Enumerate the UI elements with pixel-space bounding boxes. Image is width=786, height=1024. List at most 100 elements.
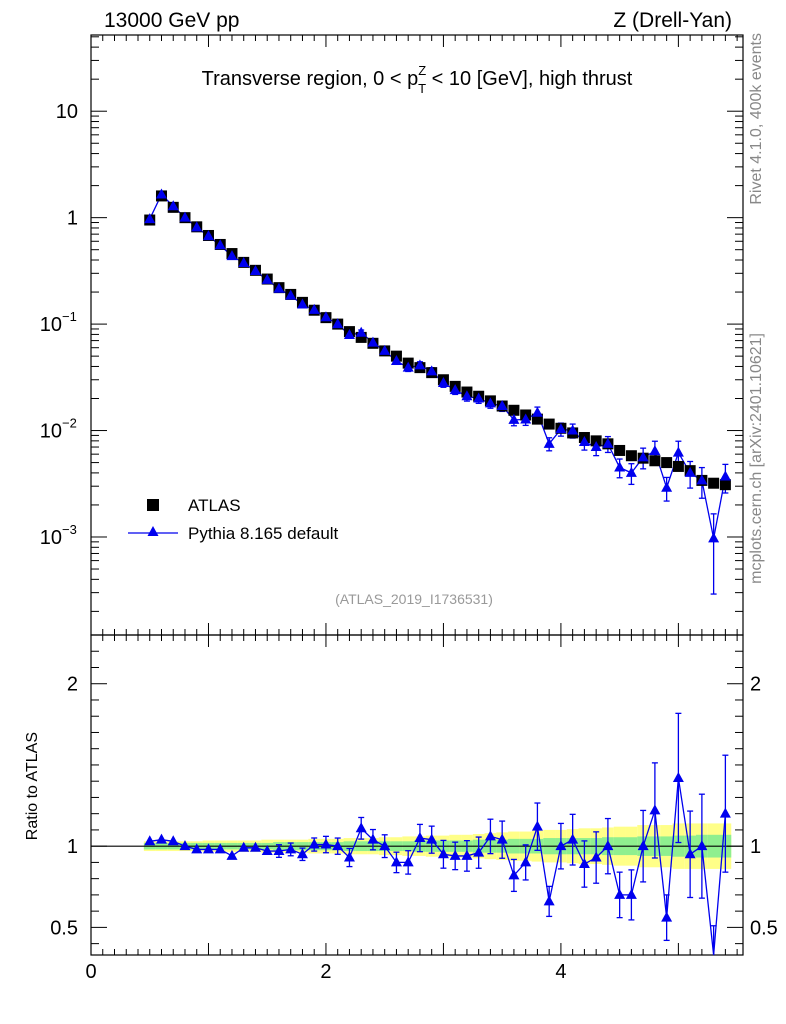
atlas-point: [531, 413, 543, 425]
atlas-point: [672, 460, 684, 472]
pythia-point: [696, 474, 708, 485]
ratio-point: [672, 771, 684, 782]
ratio-point: [238, 841, 250, 852]
pythia-point: [343, 328, 355, 339]
legend-marker-atlas: [147, 499, 159, 511]
ratio-point: [202, 843, 214, 854]
ratio-point: [308, 838, 320, 849]
atlas-point: [508, 404, 520, 416]
legend-label-pythia: Pythia 8.165 default: [188, 524, 339, 543]
pythia-point: [320, 311, 332, 322]
ratio-y-tick-label: 0.5: [50, 917, 78, 939]
legend-label-atlas: ATLAS: [188, 496, 241, 515]
ratio-point: [543, 895, 555, 906]
pythia-point: [708, 532, 720, 543]
pythia-point: [144, 213, 156, 224]
ratio-y-tick-label-right: 1: [750, 836, 761, 858]
pythia-line: [149, 193, 727, 539]
x-tick-label: 4: [555, 961, 566, 983]
pythia-point: [555, 423, 567, 434]
ratio-point: [167, 835, 179, 846]
ratio-point: [426, 833, 438, 844]
ratio-point: [684, 848, 696, 859]
pythia-point: [684, 466, 696, 477]
atlas-point: [355, 331, 367, 343]
source-label: mcplots.cern.ch [arXiv:2401.10621]: [748, 333, 765, 584]
ratio-point: [296, 848, 308, 859]
pythia-point: [296, 298, 308, 309]
pythia-point: [449, 384, 461, 395]
ratio-y-tick-label: 1: [67, 836, 78, 858]
y-tick-label: 10: [40, 421, 62, 443]
ratio-panel-marks: [144, 712, 731, 956]
atlas-point: [543, 418, 555, 430]
ratio-point: [320, 838, 332, 849]
pythia-point: [508, 413, 520, 424]
atlas-point: [614, 444, 626, 456]
ratio-point: [355, 822, 367, 833]
pythia-point: [602, 437, 614, 448]
pythia-point: [661, 481, 673, 492]
y-tick-label: 10: [56, 101, 78, 123]
pythia-point: [202, 230, 214, 241]
main-panel-marks: [144, 188, 731, 595]
atlas-point: [708, 477, 720, 489]
ratio-point: [696, 840, 708, 851]
ratio-point: [367, 833, 379, 844]
pythia-point: [531, 406, 543, 417]
y-tick-label: 1: [67, 208, 78, 230]
pythia-point: [672, 446, 684, 457]
pythia-point: [543, 437, 555, 448]
title-sub: T: [418, 81, 426, 96]
atlas-point: [590, 435, 602, 447]
y-tick-label-exponent: −3: [62, 522, 77, 537]
x-tick-label: 2: [320, 961, 331, 983]
ratio-point: [332, 840, 344, 851]
pythia-point: [379, 344, 391, 355]
y-tick-label: 10: [40, 314, 62, 336]
ratio-point: [191, 843, 203, 854]
rivet-version-label: Rivet 4.1.0, 400k events: [748, 33, 765, 205]
ratio-point: [214, 843, 226, 854]
ratio-panel-frame: [90, 634, 744, 956]
pythia-point: [637, 451, 649, 462]
pythia-point: [496, 400, 508, 411]
ratio-point: [473, 846, 485, 857]
pythia-point: [402, 361, 414, 372]
pythia-point: [261, 273, 273, 284]
ratio-point: [567, 833, 579, 844]
pythia-point: [461, 390, 473, 401]
ratio-point: [461, 849, 473, 860]
y-tick-label-exponent: −2: [62, 416, 77, 431]
ratio-point: [496, 833, 508, 844]
atlas-point: [719, 479, 731, 491]
legend: ATLAS Pythia 8.165 default: [128, 496, 339, 543]
ratio-point: [531, 820, 543, 831]
ratio-point: [155, 833, 167, 844]
ratio-point: [484, 830, 496, 841]
ratio-point: [273, 845, 285, 856]
x-tick-label: 0: [85, 961, 96, 983]
pythia-point: [719, 470, 731, 481]
ratio-ylabel: Ratio to ATLAS: [24, 732, 41, 840]
title-sup: Z: [418, 63, 426, 78]
pythia-point: [191, 221, 203, 232]
pythia-point: [590, 441, 602, 452]
pythia-point: [578, 436, 590, 447]
pythia-point: [214, 239, 226, 250]
pythia-point: [625, 466, 637, 477]
pythia-point: [649, 445, 661, 456]
header-left: 13000 GeV pp: [104, 9, 239, 32]
ratio-point: [508, 869, 520, 880]
ratio-point: [625, 888, 637, 899]
pythia-point: [285, 289, 297, 300]
pythia-point: [473, 392, 485, 403]
ratio-point: [249, 841, 261, 852]
axis-ticks: [90, 35, 743, 955]
ratio-point: [614, 888, 626, 899]
pythia-point: [426, 365, 438, 376]
pythia-point: [614, 461, 626, 472]
pythia-point: [567, 424, 579, 435]
plot-title: Transverse region, 0 < pZ T < 10 [GeV], h…: [202, 63, 633, 96]
